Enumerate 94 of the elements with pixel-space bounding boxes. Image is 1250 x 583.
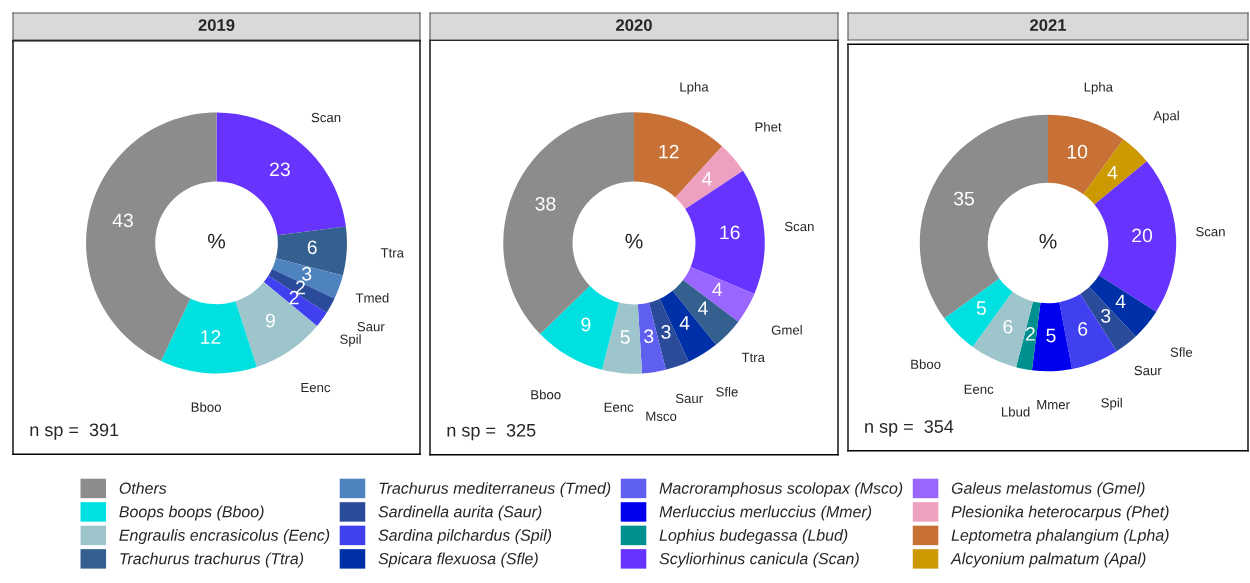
data-label: 16 xyxy=(720,225,740,240)
legend-label: Merluccius merluccius (Mmer) xyxy=(659,505,872,521)
slice-label: Sfle xyxy=(716,386,738,397)
slice-label: Eenc xyxy=(301,382,331,393)
donut-slice xyxy=(1059,293,1117,369)
data-label: 3 xyxy=(644,329,654,344)
legend-label: Others xyxy=(119,482,167,494)
data-label: 4 xyxy=(698,301,708,315)
slice-label: Lbud xyxy=(1001,406,1030,417)
data-label: 38 xyxy=(535,196,556,211)
data-label: 43 xyxy=(112,213,133,228)
donut-slice xyxy=(1089,275,1157,337)
slice-label: Lpha xyxy=(1084,82,1113,95)
legend-label: Sardina pilchardus (Spil) xyxy=(378,529,552,544)
data-label: 4 xyxy=(679,316,690,330)
data-label: 4 xyxy=(702,172,712,186)
slice-label: Spil xyxy=(1101,397,1122,411)
data-label: 5 xyxy=(976,301,986,315)
data-label: 10 xyxy=(1067,144,1088,159)
chart-title: 2021 xyxy=(1030,19,1067,31)
slice-label: Msco xyxy=(646,411,677,421)
legend-label: Scyliorhinus canicula (Scan) xyxy=(659,552,859,568)
slice-label: Lpha xyxy=(680,81,709,95)
slice-label: Phet xyxy=(755,121,782,132)
donut-slice xyxy=(540,285,620,370)
text: % xyxy=(207,233,226,249)
slice-label: Tmed xyxy=(355,292,389,303)
data-label: 5 xyxy=(1046,328,1056,343)
text: n sp = 325 xyxy=(447,423,536,441)
donut-slice xyxy=(160,298,257,374)
slice-label: Apal xyxy=(1153,110,1179,123)
slice-label: Bboo xyxy=(911,359,941,369)
slice-label: Ttra xyxy=(380,248,404,258)
data-label: 12 xyxy=(659,144,679,159)
donut-slice xyxy=(685,170,765,294)
slice-label: Eenc xyxy=(964,384,994,394)
text: % xyxy=(625,233,643,249)
slice-label: Sfle xyxy=(1170,347,1193,357)
chart-title: 2019 xyxy=(198,19,235,31)
donut-slice xyxy=(1080,286,1136,352)
slice-label: Saur xyxy=(357,321,385,332)
chart-title: 2020 xyxy=(616,19,652,31)
data-label: 3 xyxy=(661,325,671,339)
legend-label: Lophius budegassa (Lbud) xyxy=(659,529,848,544)
legend-label: Plesionika heterocarpus (Phet) xyxy=(951,505,1169,521)
data-label: 4 xyxy=(712,282,723,297)
legend-label: Engraulis encrasicolus (Eenc) xyxy=(119,529,330,544)
donut-slice xyxy=(235,282,318,367)
slice-label: Spil xyxy=(340,334,361,347)
data-label: 20 xyxy=(1132,228,1153,243)
donut-slice xyxy=(634,112,723,198)
donut-slice xyxy=(972,291,1034,368)
data-label: 4 xyxy=(1107,165,1118,180)
legend-label: Trachurus trachurus (Ttra) xyxy=(120,552,304,568)
data-label: 12 xyxy=(201,330,221,344)
slice-label: Bboo xyxy=(191,402,221,412)
legend-label: Leptometra phalangium (Lpha) xyxy=(951,529,1169,544)
legend-label: Macroramphosus scolopax (Msco) xyxy=(659,482,903,498)
donut-slice xyxy=(672,279,739,345)
legend-label: Galeus melastomus (Gmel) xyxy=(951,482,1145,498)
data-label: 6 xyxy=(307,240,317,255)
data-label: 4 xyxy=(1115,294,1126,309)
slice-label: Eenc xyxy=(604,402,634,412)
data-label: 35 xyxy=(953,191,975,206)
slice-label: Bboo xyxy=(531,389,561,400)
legend-label: Trachurus mediterraneus (Tmed) xyxy=(379,482,611,498)
slice-label: Scan xyxy=(1196,226,1225,237)
data-label: 9 xyxy=(581,317,591,332)
slice-label: Scan xyxy=(784,221,814,232)
donut-slice xyxy=(1016,301,1041,371)
data-label: 6 xyxy=(1003,319,1013,334)
text: n sp = 354 xyxy=(865,420,954,437)
data-label: 3 xyxy=(1101,308,1111,323)
data-label: 6 xyxy=(1078,322,1088,336)
slice-label: Saur xyxy=(675,393,703,404)
slice-label: Saur xyxy=(1134,365,1162,376)
slice-label: Ttra xyxy=(741,352,765,363)
legend-label: Boops boops (Bboo) xyxy=(119,505,264,521)
donut-slice xyxy=(944,278,1013,347)
slice-label: Gmel xyxy=(771,325,802,335)
text: % xyxy=(1039,233,1057,249)
slice-label: Mmer xyxy=(1037,400,1070,410)
data-label: 2 xyxy=(1025,327,1035,341)
data-label: 23 xyxy=(270,162,290,177)
donut-slice xyxy=(602,302,643,374)
legend-label: Sardinella aurita (Saur) xyxy=(378,505,542,521)
data-label: 3 xyxy=(302,266,312,281)
slice-label: Scan xyxy=(311,112,341,123)
data-label: 9 xyxy=(265,313,275,328)
text: n sp = 391 xyxy=(30,423,119,440)
legend-label: Alcyonium palmatum (Apal) xyxy=(950,552,1146,568)
legend-label: Spicara flexuosa (Sfle) xyxy=(378,552,538,568)
data-label: 5 xyxy=(620,330,630,344)
donut-slice xyxy=(1048,114,1124,195)
